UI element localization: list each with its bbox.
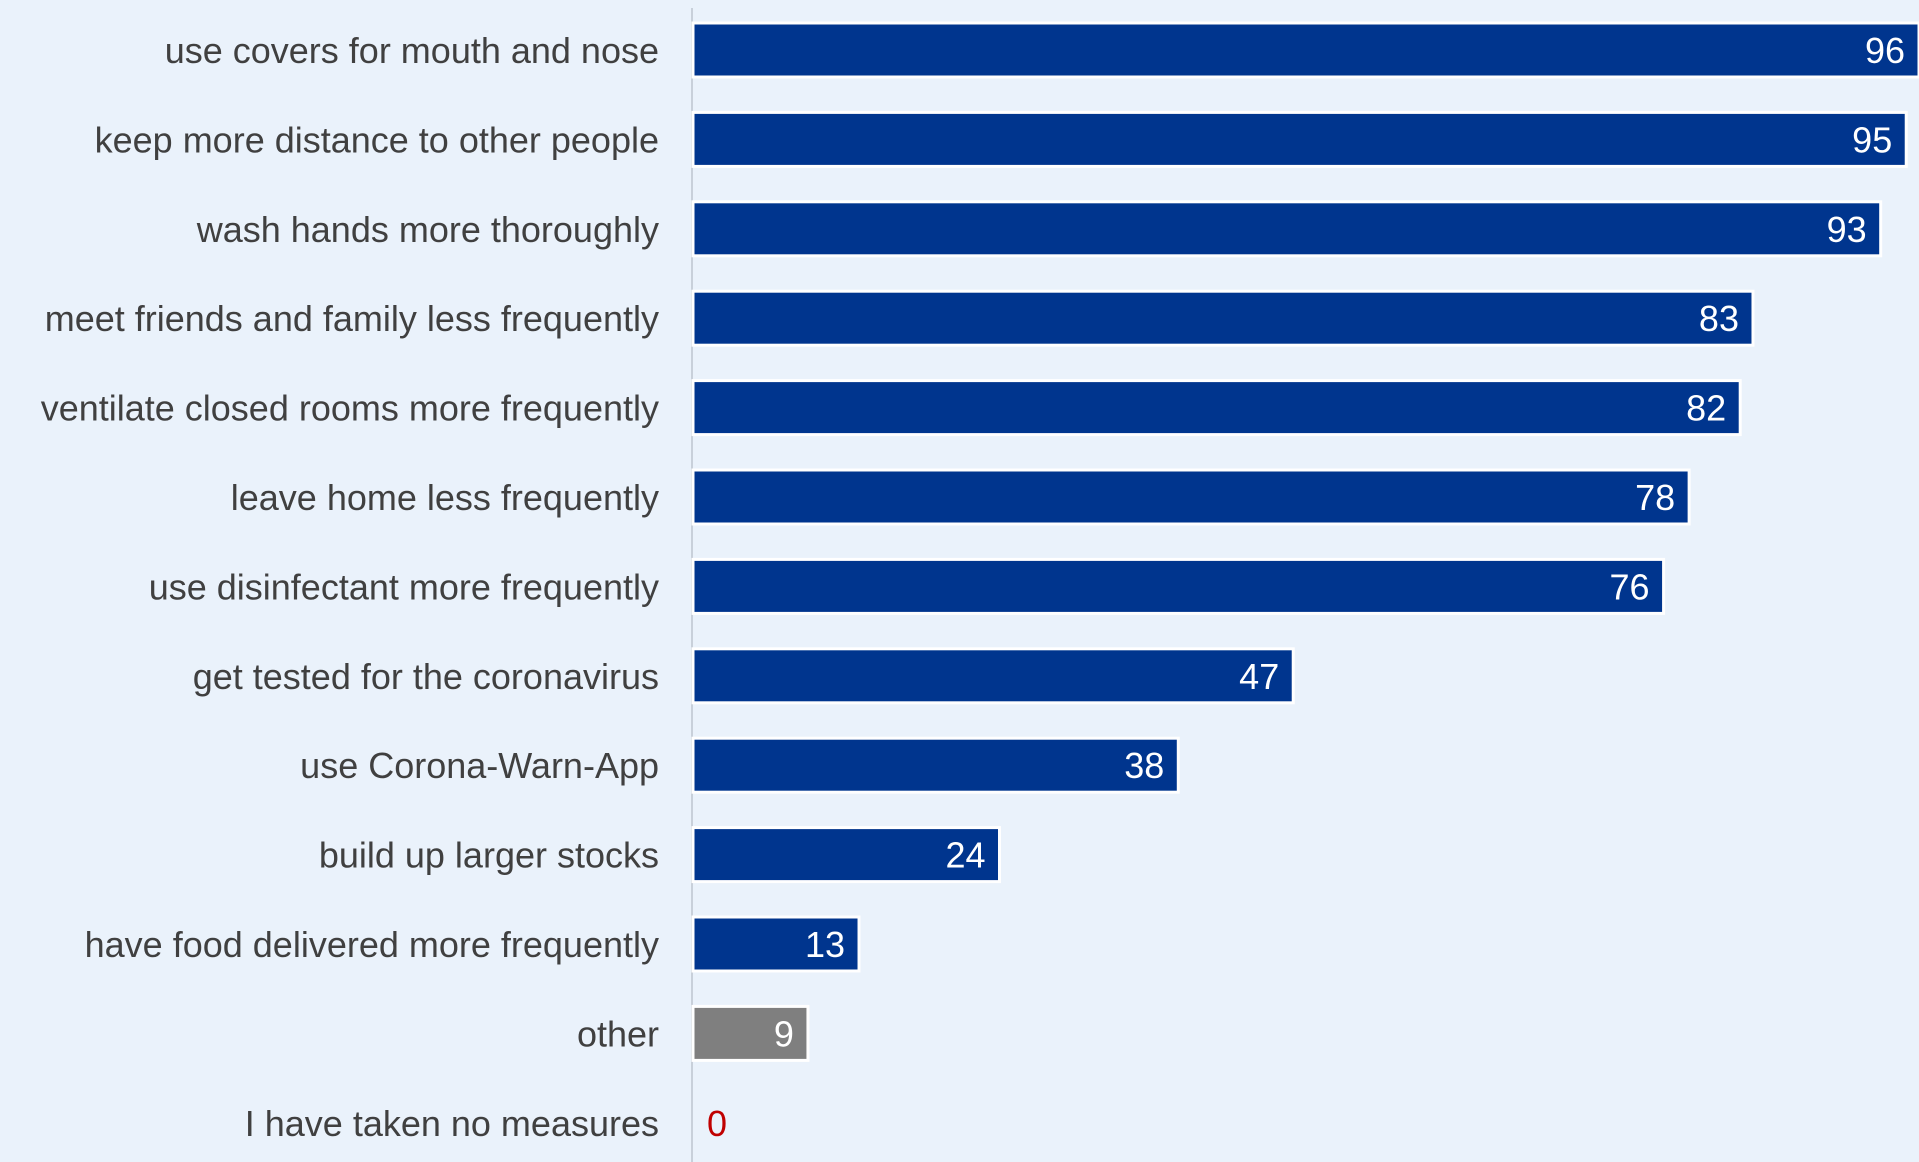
category-label: build up larger stocks [319, 835, 659, 876]
category-label: other [577, 1013, 659, 1054]
value-label: 82 [1686, 388, 1726, 429]
value-label: 9 [774, 1013, 794, 1054]
category-label: keep more distance to other people [95, 119, 659, 160]
value-label: 95 [1852, 119, 1892, 160]
category-label: use Corona-Warn-App [300, 745, 659, 786]
value-label: 93 [1827, 209, 1867, 250]
bar [691, 21, 1919, 79]
bar [691, 110, 1908, 168]
category-label: leave home less frequently [231, 477, 659, 518]
value-label: 0 [707, 1103, 727, 1144]
value-label: 38 [1124, 745, 1164, 786]
category-label: ventilate closed rooms more frequently [41, 388, 659, 429]
category-label: use covers for mouth and nose [165, 30, 659, 71]
value-label: 96 [1865, 30, 1905, 71]
category-label: I have taken no measures [245, 1103, 659, 1144]
value-label: 78 [1635, 477, 1675, 518]
value-label: 13 [805, 924, 845, 965]
category-label: wash hands more thoroughly [196, 209, 659, 250]
value-label: 47 [1239, 656, 1279, 697]
bar [691, 200, 1883, 258]
bar [691, 289, 1755, 347]
bar [691, 915, 861, 973]
bar [691, 826, 1001, 884]
bar [691, 736, 1180, 794]
category-label: meet friends and family less frequently [45, 298, 659, 339]
bar [691, 1004, 810, 1062]
bar [691, 379, 1742, 437]
category-label: use disinfectant more frequently [149, 566, 659, 607]
bar [691, 468, 1691, 526]
value-label: 76 [1610, 566, 1650, 607]
value-label: 83 [1699, 298, 1739, 339]
category-label: get tested for the coronavirus [193, 656, 659, 697]
category-label: have food delivered more frequently [85, 924, 659, 965]
value-label: 24 [945, 835, 985, 876]
bar [691, 557, 1666, 615]
bar [691, 647, 1295, 705]
